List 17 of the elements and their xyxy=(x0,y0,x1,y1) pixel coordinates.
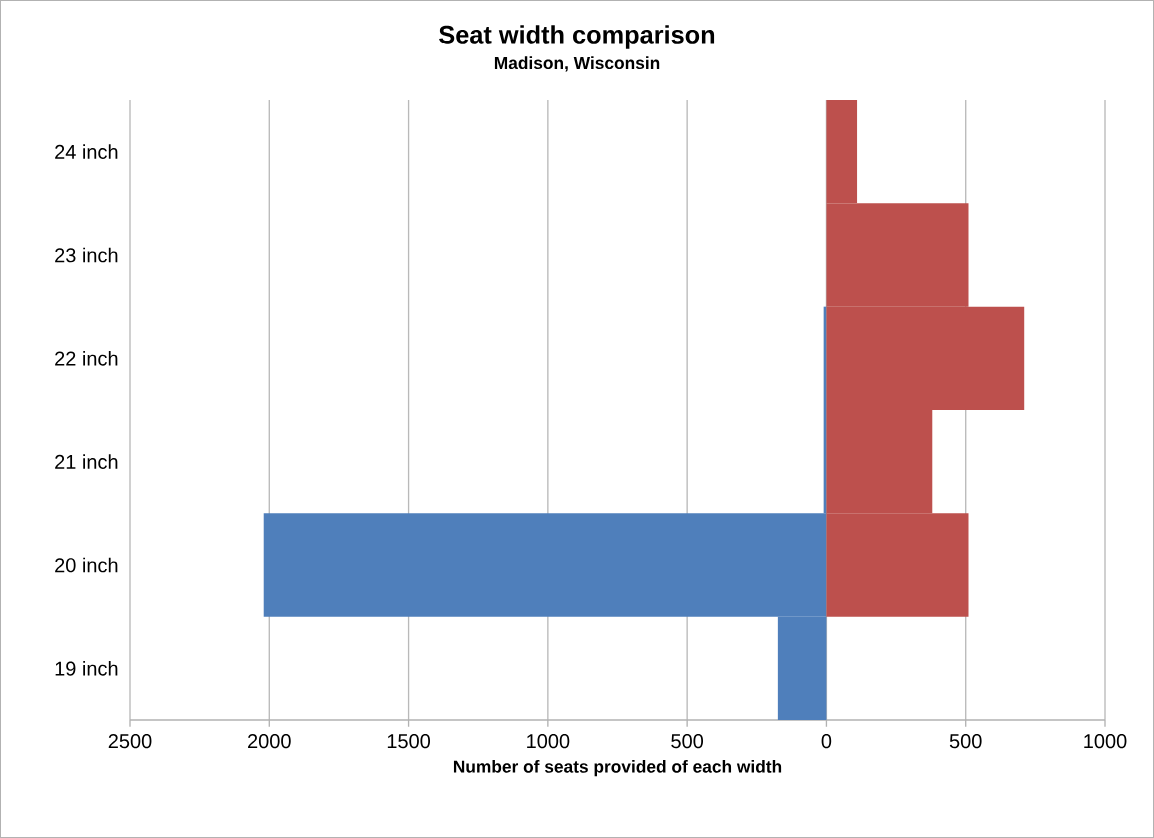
x-tick-label: 500 xyxy=(671,734,704,749)
y-tick-label: 19 inch xyxy=(55,660,118,676)
y-tick-label: 23 inch xyxy=(55,247,118,263)
chart-subtitle: Madison, Wisconsin xyxy=(494,56,660,72)
y-tick-label: 22 inch xyxy=(55,350,118,366)
x-tick-label: 0 xyxy=(821,734,832,749)
y-tick-label: 21 inch xyxy=(55,454,118,469)
x-tick-label: 500 xyxy=(949,734,982,749)
x-tick-label: 1500 xyxy=(387,734,431,749)
x-tick-label: 1000 xyxy=(1084,734,1127,749)
x-axis-title: Number of seats provided of each width xyxy=(453,760,782,777)
x-tick-label: 2000 xyxy=(248,734,291,749)
x-tick-label: 1000 xyxy=(527,734,570,749)
y-tick-label: 24 inch xyxy=(55,144,118,159)
y-tick-label: 20 inch xyxy=(55,557,118,573)
chart-title: Seat width comparison xyxy=(439,25,715,49)
x-tick-label: 2500 xyxy=(108,734,152,749)
